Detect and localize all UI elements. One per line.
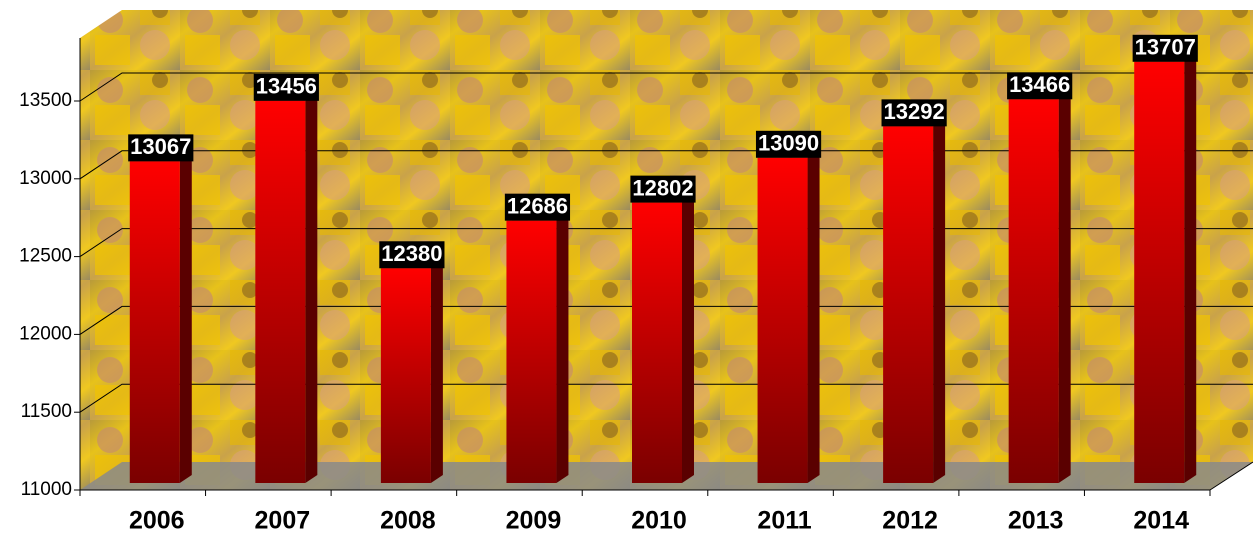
value-label: 12686 xyxy=(507,193,568,218)
x-tick-label: 2011 xyxy=(757,507,811,533)
bar-group xyxy=(757,149,820,483)
grid-line xyxy=(79,72,1253,102)
x-axis-depth xyxy=(1209,461,1253,491)
bar-group xyxy=(380,260,443,483)
bar xyxy=(129,161,180,483)
bar-group xyxy=(506,212,569,484)
value-label-box xyxy=(1007,72,1073,100)
bar xyxy=(757,157,808,483)
x-tick-label: 2009 xyxy=(506,507,562,533)
bar xyxy=(883,126,934,483)
value-label: 12380 xyxy=(381,241,442,266)
value-label: 13090 xyxy=(758,131,819,156)
bar-group xyxy=(1134,53,1197,483)
y-tick-label: 13000 xyxy=(19,168,72,189)
y-tick-label: 13500 xyxy=(19,90,72,111)
value-label-box xyxy=(128,134,194,162)
bar-side xyxy=(430,260,443,483)
bar-group xyxy=(883,118,946,483)
value-label-box xyxy=(1132,34,1198,62)
value-label: 12802 xyxy=(632,175,693,200)
bar xyxy=(506,220,557,484)
value-label: 13456 xyxy=(256,74,317,99)
bar-group xyxy=(255,92,318,483)
bar-group xyxy=(1008,91,1071,483)
bar xyxy=(380,268,431,483)
x-tick-label: 2006 xyxy=(129,507,185,533)
value-label: 13292 xyxy=(884,99,945,124)
bar xyxy=(632,202,682,483)
y-tick-label: 11500 xyxy=(21,401,72,422)
bar xyxy=(1008,99,1059,483)
value-label-box xyxy=(253,73,319,101)
grid-line xyxy=(79,150,1253,180)
x-tick-label: 2010 xyxy=(631,507,687,533)
value-label: 13466 xyxy=(1009,72,1070,97)
value-label: 13067 xyxy=(130,134,191,159)
y-tick-label: 12500 xyxy=(19,246,72,267)
grid-line xyxy=(79,305,1253,335)
bar-side xyxy=(682,194,694,483)
value-label-box xyxy=(379,241,445,269)
bar xyxy=(1134,61,1185,483)
x-tick-label: 2007 xyxy=(255,507,311,533)
value-label-box xyxy=(630,175,696,203)
grid-line xyxy=(79,383,1253,413)
bar-group xyxy=(129,153,192,483)
x-tick-label: 2014 xyxy=(1133,507,1189,533)
bar-side xyxy=(556,212,569,484)
value-label-box xyxy=(881,99,947,127)
x-tick-label: 2013 xyxy=(1008,507,1064,533)
x-tick-label: 2008 xyxy=(380,507,436,533)
bar-side xyxy=(1184,53,1197,483)
bar-side xyxy=(933,118,946,483)
bar-side xyxy=(1058,91,1071,483)
value-label-box xyxy=(755,130,822,158)
bar-side xyxy=(179,153,192,483)
x-tick-label: 2012 xyxy=(882,507,938,533)
bar xyxy=(255,100,306,483)
grid-line xyxy=(79,228,1253,258)
value-label: 13707 xyxy=(1135,35,1196,60)
bar-group xyxy=(632,194,694,483)
y-tick-label: 11000 xyxy=(21,479,72,500)
bar-side xyxy=(807,149,820,483)
bar-side xyxy=(305,92,318,483)
value-label-box xyxy=(504,193,571,221)
y-tick-label: 12000 xyxy=(19,323,72,344)
